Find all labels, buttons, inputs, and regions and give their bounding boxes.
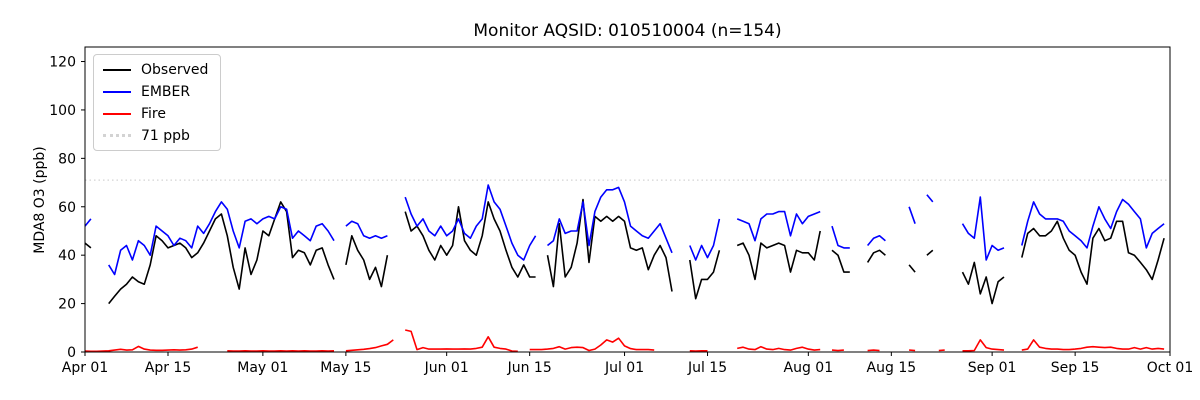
ember-line (84, 184, 1165, 276)
fire-line (84, 329, 1165, 353)
x-tick-label: Jun 01 (424, 360, 469, 376)
x-tick-label: Jul 01 (604, 360, 644, 376)
fire-line-swatch (103, 112, 131, 115)
legend-label: EMBER (141, 83, 191, 100)
legend: Observed EMBER Fire 71 ppb (93, 54, 222, 151)
x-tick-label: Jul 15 (687, 360, 727, 376)
x-tick-label: Sep 15 (1051, 360, 1100, 376)
axes-box (84, 46, 1171, 353)
legend-item-observed: Observed (103, 61, 208, 78)
legend-label: 71 ppb (141, 127, 190, 144)
observed-line (84, 198, 1165, 305)
y-tick-label: 120 (49, 55, 76, 71)
x-tick-label: Jun 15 (507, 360, 552, 376)
y-tick-label: 60 (58, 200, 76, 216)
x-tick-label: Aug 15 (867, 360, 917, 376)
legend-label: Observed (141, 61, 209, 78)
threshold-line-swatch (103, 134, 131, 137)
legend-item-threshold: 71 ppb (103, 127, 208, 144)
observed-line-swatch (103, 68, 131, 71)
x-tick-label: Oct 01 (1147, 360, 1193, 376)
ember-line-swatch (103, 90, 131, 93)
y-tick-label: 0 (67, 345, 76, 361)
x-tick-label: Sep 01 (968, 360, 1017, 376)
y-tick-label: 80 (58, 151, 76, 167)
legend-label: Fire (141, 105, 166, 122)
chart-title: Monitor AQSID: 010510004 (n=154) (473, 21, 782, 41)
x-tick-label: May 01 (237, 360, 288, 376)
legend-item-ember: EMBER (103, 83, 208, 100)
x-tick-label: Aug 01 (784, 360, 834, 376)
y-tick-label: 100 (49, 103, 76, 119)
legend-item-fire: Fire (103, 105, 208, 122)
plot-area (85, 47, 1170, 352)
x-tick-label: May 15 (320, 360, 371, 376)
y-tick-label: 40 (58, 248, 76, 264)
y-tick-label: 20 (58, 297, 76, 313)
x-tick-label: Apr 01 (62, 360, 108, 376)
x-tick-label: Apr 15 (145, 360, 191, 376)
